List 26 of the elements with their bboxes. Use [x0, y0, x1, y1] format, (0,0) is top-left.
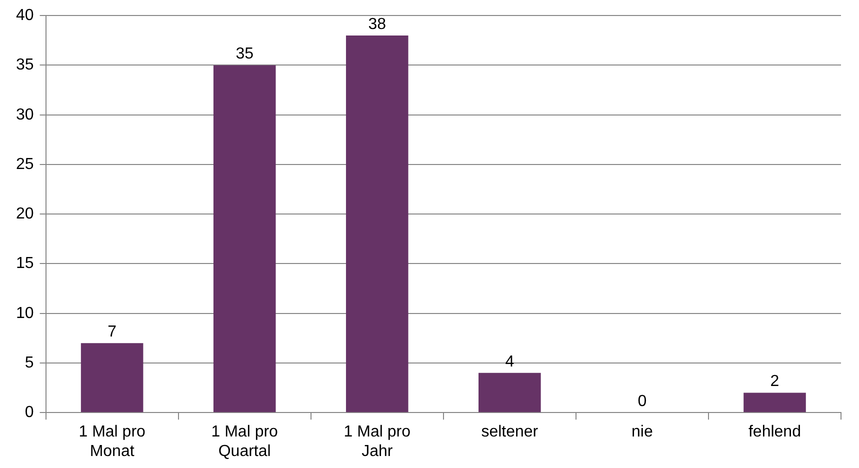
y-tick-label: 30	[16, 106, 34, 124]
data-label: 2	[770, 373, 780, 390]
y-tick-label: 35	[16, 56, 34, 74]
x-tick-label: nie	[632, 424, 653, 441]
data-label: 38	[368, 16, 386, 33]
bar	[80, 343, 144, 412]
data-label: 7	[108, 324, 117, 341]
y-tick-label: 20	[16, 206, 34, 223]
y-tick-label: 40	[16, 7, 34, 24]
y-tick-label: 15	[16, 255, 34, 272]
x-tick-label: 1 Mal pro Jahr	[344, 424, 411, 460]
x-tick-label: 1 Mal pro Quartal	[211, 424, 278, 460]
x-tick-label: fehlend	[748, 424, 801, 441]
y-tick-label: 5	[24, 354, 34, 372]
bar	[744, 392, 806, 412]
bar	[478, 372, 541, 412]
data-label: 4	[505, 353, 514, 370]
y-tick-label: 10	[16, 304, 34, 322]
x-tick-label: seltener	[481, 424, 539, 441]
x-tick-label: 1 Mal pro Monat	[78, 424, 146, 460]
y-tick-label: 25	[16, 156, 34, 173]
data-label: 0	[638, 393, 647, 410]
data-label: 35	[236, 46, 254, 63]
y-tick-label: 0	[24, 404, 34, 422]
bar	[213, 65, 276, 412]
bar	[346, 35, 408, 412]
